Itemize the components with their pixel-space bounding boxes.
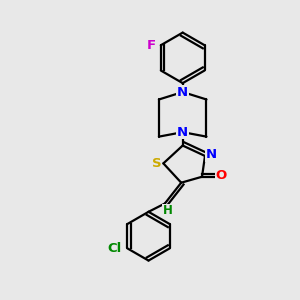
Text: S: S bbox=[152, 157, 162, 170]
Text: N: N bbox=[177, 85, 188, 98]
Text: O: O bbox=[216, 169, 227, 182]
Text: F: F bbox=[147, 39, 156, 52]
Text: H: H bbox=[163, 204, 173, 218]
Text: Cl: Cl bbox=[108, 242, 122, 255]
Text: N: N bbox=[177, 126, 188, 139]
Text: N: N bbox=[206, 148, 217, 161]
